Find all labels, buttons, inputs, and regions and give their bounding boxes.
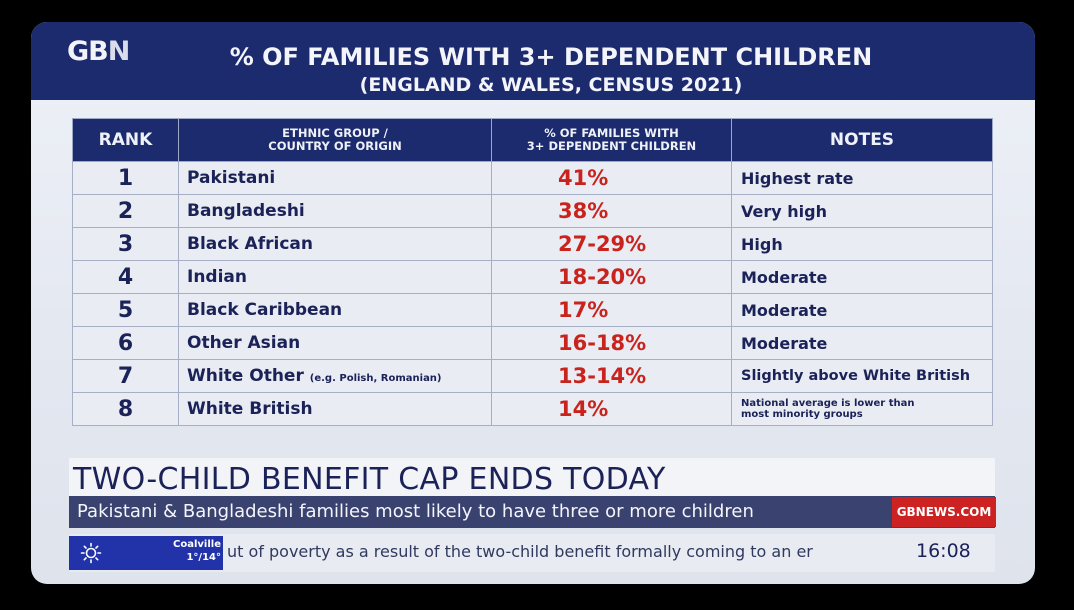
ticker-text: ut of poverty as a result of the two-chi… — [227, 542, 813, 561]
percent-cell: 38% — [491, 194, 732, 228]
channel-logo: GBN — [67, 36, 131, 67]
weather-widget — [69, 536, 223, 570]
group-name: Black African — [187, 234, 313, 254]
notes-cell: National average is lower than most minor… — [731, 392, 993, 426]
logo-letter-n: N — [107, 36, 131, 67]
notes-cell: Moderate — [731, 260, 993, 294]
group-note: (e.g. Polish, Romanian) — [309, 373, 442, 384]
header-group: ETHNIC GROUP / COUNTRY OF ORIGIN — [178, 118, 492, 162]
graphic-subtitle: (ENGLAND & WALES, CENSUS 2021) — [359, 74, 743, 96]
header-group-line1: ETHNIC GROUP / — [282, 126, 388, 140]
clock: 16:08 — [916, 540, 971, 562]
notes-cell: Moderate — [731, 293, 993, 327]
header-rank: RANK — [72, 118, 179, 162]
notes-line2: most minority groups — [741, 409, 863, 420]
percent-cell: 16-18% — [491, 326, 732, 360]
rank-cell: 6 — [72, 326, 179, 360]
group-name: Pakistani — [187, 168, 276, 188]
group-cell: Pakistani — [178, 161, 492, 195]
group-cell: White British — [178, 392, 492, 426]
table-header-row: RANK ETHNIC GROUP / COUNTRY OF ORIGIN % O… — [72, 118, 993, 162]
table-row: 7 White Other (e.g. Polish, Romanian) 13… — [72, 359, 993, 393]
group-cell: Bangladeshi — [178, 194, 492, 228]
group-name: Other Asian — [187, 333, 301, 353]
group-cell: Indian — [178, 260, 492, 294]
table-row: 3 Black African 27-29% High — [72, 227, 993, 261]
percent-cell: 17% — [491, 293, 732, 327]
header-percent-line1: % OF FAMILIES WITH — [544, 126, 679, 140]
strapline-bar — [69, 496, 995, 528]
percent-cell: 13-14% — [491, 359, 732, 393]
header-group-line2: COUNTRY OF ORIGIN — [268, 139, 402, 153]
tv-screen: GBN % OF FAMILIES WITH 3+ DEPENDENT CHIL… — [31, 22, 1035, 584]
notes-cell: Very high — [731, 194, 993, 228]
percent-cell: 41% — [491, 161, 732, 195]
table-row: 6 Other Asian 16-18% Moderate — [72, 326, 993, 360]
rank-cell: 8 — [72, 392, 179, 426]
website-badge: GBNEWS.COM — [892, 497, 996, 527]
title-bar: GBN % OF FAMILIES WITH 3+ DEPENDENT CHIL… — [31, 22, 1035, 100]
rank-cell: 5 — [72, 293, 179, 327]
group-cell: White Other (e.g. Polish, Romanian) — [178, 359, 492, 393]
group-cell: Black African — [178, 227, 492, 261]
table-row: 5 Black Caribbean 17% Moderate — [72, 293, 993, 327]
headline-panel — [69, 458, 995, 498]
notes-cell: Moderate — [731, 326, 993, 360]
data-table: RANK ETHNIC GROUP / COUNTRY OF ORIGIN % O… — [72, 118, 993, 426]
notes-cell: Slightly above White British — [731, 359, 993, 393]
notes-cell: High — [731, 227, 993, 261]
group-cell: Black Caribbean — [178, 293, 492, 327]
news-ticker — [69, 534, 995, 572]
table-row: 4 Indian 18-20% Moderate — [72, 260, 993, 294]
group-name: Bangladeshi — [187, 201, 305, 221]
rank-cell: 4 — [72, 260, 179, 294]
header-percent-line2: 3+ DEPENDENT CHILDREN — [526, 139, 697, 153]
group-cell: Other Asian — [178, 326, 492, 360]
group-name: White British — [187, 399, 313, 419]
notes-cell: Highest rate — [731, 161, 993, 195]
weather-location: Coalville — [173, 539, 221, 550]
sun-icon — [80, 542, 102, 564]
table-row: 2 Bangladeshi 38% Very high — [72, 194, 993, 228]
rank-cell: 3 — [72, 227, 179, 261]
graphic-title: % OF FAMILIES WITH 3+ DEPENDENT CHILDREN — [229, 43, 873, 71]
notes-line1: National average is lower than — [741, 398, 915, 409]
group-name: Black Caribbean — [187, 300, 343, 320]
table-row: 1 Pakistani 41% Highest rate — [72, 161, 993, 195]
logo-letters: GB — [67, 36, 109, 67]
percent-cell: 14% — [491, 392, 732, 426]
header-notes: NOTES — [731, 118, 993, 162]
rank-cell: 1 — [72, 161, 179, 195]
group-name: White Other — [187, 366, 304, 386]
weather-temperature: 1°/14° — [186, 552, 221, 563]
table-row: 8 White British 14% National average is … — [72, 392, 993, 426]
rank-cell: 2 — [72, 194, 179, 228]
strapline: Pakistani & Bangladeshi families most li… — [77, 501, 754, 522]
percent-cell: 18-20% — [491, 260, 732, 294]
group-name: Indian — [187, 267, 247, 287]
percent-cell: 27-29% — [491, 227, 732, 261]
headline: TWO-CHILD BENEFIT CAP ENDS TODAY — [73, 462, 666, 497]
header-percent: % OF FAMILIES WITH 3+ DEPENDENT CHILDREN — [491, 118, 732, 162]
rank-cell: 7 — [72, 359, 179, 393]
